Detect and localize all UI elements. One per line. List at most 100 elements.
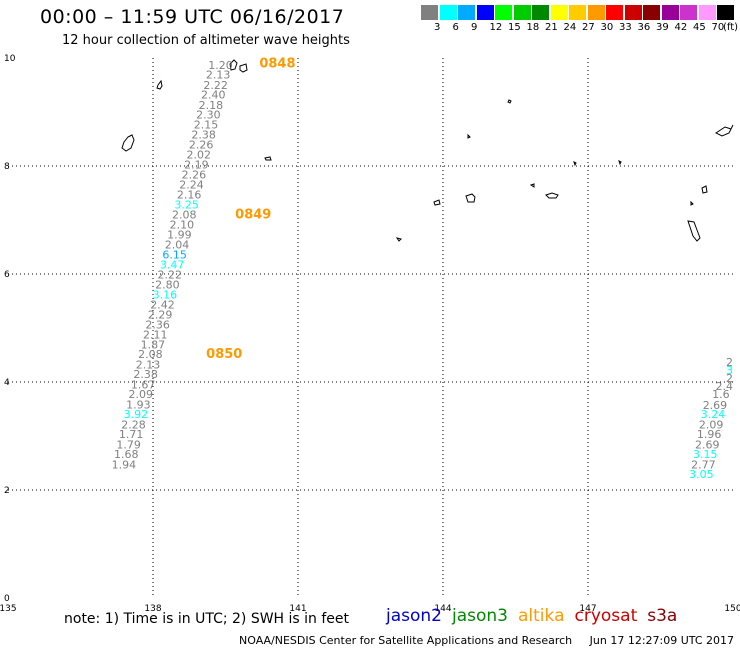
island-outline	[156, 79, 163, 90]
island-outline	[395, 237, 402, 242]
swh-value-label: 2.36	[145, 319, 170, 332]
footer-timestamp: Jun 17 12:27:09 UTC 2017	[589, 634, 735, 647]
x-tick-label: 147	[579, 604, 596, 614]
legend-swatch	[643, 5, 660, 20]
swh-value-label: 2.08	[172, 208, 197, 221]
legend-label: 12	[489, 22, 503, 33]
island-outline	[264, 156, 272, 161]
legend-label: 39	[656, 22, 669, 33]
swh-value-label: 2.28	[121, 418, 146, 431]
swh-value-label: 1.71	[119, 428, 144, 441]
swh-value-label: 6.15	[162, 248, 187, 261]
island-outline	[239, 63, 248, 73]
island-outline	[701, 185, 708, 194]
swh-value-label: 1.20	[208, 59, 233, 72]
chart-subtitle: 12 hour collection of altimeter wave hei…	[62, 33, 350, 48]
y-tick-label: 6	[4, 270, 10, 280]
swh-value-label: 2.02	[187, 148, 212, 161]
legend-swatch	[550, 5, 568, 20]
satellite-legend: jason2 jason3 altika cryosat s3a	[386, 606, 687, 626]
island-outline	[433, 199, 441, 206]
island-outline	[618, 160, 622, 166]
swh-value-label: 2.38	[191, 128, 216, 141]
swh-value-label: 2.15	[194, 119, 219, 132]
swh-value-label: 2.13	[136, 359, 161, 372]
island-outline	[229, 59, 238, 71]
swh-labels: 1.202.132.222.402.182.302.152.382.262.02…	[112, 59, 733, 481]
island-outline	[690, 200, 694, 206]
legend-swatch	[439, 5, 457, 20]
legend-swatch	[661, 5, 679, 20]
y-tick-label: 10	[4, 54, 16, 64]
legend-label: 30	[600, 22, 614, 33]
island-outline	[573, 161, 577, 167]
satellite-name: jason2	[386, 606, 442, 626]
swh-value-label: 2.08	[138, 348, 163, 361]
tick-labels: 135 138 141 144 147 150 0 2 4 6 8 10	[0, 54, 740, 614]
swh-value-label: 2	[726, 372, 733, 385]
x-tick-label: 144	[434, 604, 451, 614]
legend-swatch	[606, 5, 623, 20]
legend-swatch	[458, 5, 475, 20]
footer-credit: NOAA/NESDIS Center for Satellite Applica…	[239, 634, 573, 647]
island-outline	[545, 192, 559, 199]
x-tick-label: 141	[289, 604, 306, 614]
swh-value-label: 1.79	[116, 438, 141, 451]
swh-value-label: 1.67	[131, 378, 156, 391]
legend-label: 70	[711, 22, 725, 33]
y-tick-label: 4	[4, 378, 10, 388]
legend-label: 33	[619, 22, 632, 33]
island-outline	[465, 193, 476, 203]
legend-label: 27	[582, 22, 595, 33]
satellite-name: cryosat	[574, 606, 638, 626]
island-outline	[507, 99, 512, 104]
satellite-name: jason3	[452, 606, 508, 626]
legend-swatch	[476, 5, 494, 20]
swh-value-label: 2.16	[177, 188, 202, 201]
swh-value-label: 2.38	[133, 368, 158, 381]
swh-value-label: 2.09	[699, 418, 724, 431]
legend-swatch	[624, 5, 642, 20]
swh-value-label: 3.25	[174, 199, 199, 212]
swh-value-label: 1.99	[167, 228, 192, 241]
legend-label: 42	[674, 22, 688, 33]
time-labels: 0848 0849 0850	[206, 57, 295, 363]
chart-note: note: 1) Time is in UTC; 2) SWH is in fe…	[64, 611, 350, 627]
swh-value-label: 2.40	[201, 89, 226, 102]
legend-label: 3	[434, 22, 441, 33]
time-label: 0850	[206, 347, 242, 362]
grid-lines	[8, 58, 733, 598]
island-outline	[467, 133, 471, 139]
y-tick-label: 2	[4, 486, 10, 496]
swh-value-label: 3.24	[701, 408, 726, 421]
swh-value-label: 3.47	[160, 259, 185, 272]
legend-swatch	[421, 5, 438, 20]
time-label: 0849	[235, 207, 271, 222]
swh-value-label: 3.05	[689, 468, 714, 481]
swh-value-label: 1.87	[141, 339, 166, 352]
swh-value-label: 3.15	[693, 448, 718, 461]
legend-label: 15	[508, 22, 521, 33]
swh-value-label: 3.92	[124, 408, 149, 421]
legend-unit: (ft)	[723, 22, 739, 33]
x-tick-label: 135	[0, 604, 17, 614]
time-label: 0848	[259, 57, 295, 72]
swh-value-label: 2.80	[155, 279, 180, 292]
island-outline	[687, 220, 701, 242]
swh-value-label: 3.16	[153, 288, 178, 301]
island-outline	[715, 124, 734, 137]
legend-swatch	[680, 5, 697, 20]
x-tick-label: 138	[144, 604, 161, 614]
swh-value-label: 2	[726, 356, 733, 369]
legend-swatch	[532, 5, 549, 20]
legend-swatch	[513, 5, 531, 20]
swh-value-label: 2.26	[189, 139, 214, 152]
swh-value-label: 2.13	[206, 69, 231, 82]
legend-swatch	[495, 5, 512, 20]
legend-label: 24	[563, 22, 577, 33]
swh-value-label: 2.42	[150, 299, 175, 312]
swh-value-label: 2.19	[184, 159, 209, 172]
swh-value-label: 2.09	[129, 388, 154, 401]
legend-label: 6	[452, 22, 459, 33]
